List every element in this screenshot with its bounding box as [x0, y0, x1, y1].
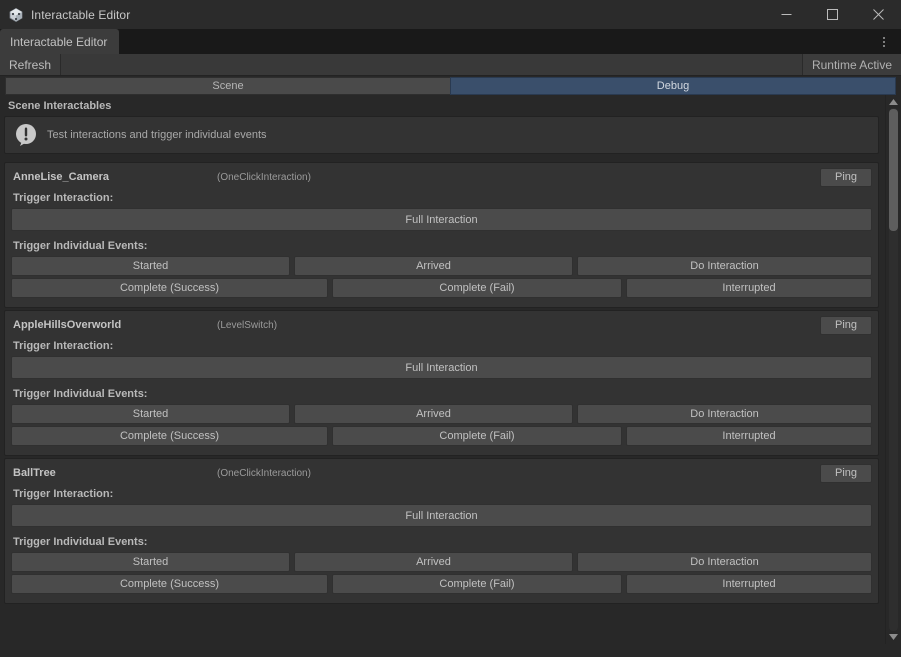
- event-button[interactable]: Do Interaction: [577, 552, 872, 572]
- ping-button[interactable]: Ping: [820, 463, 872, 483]
- refresh-label: Refresh: [9, 57, 52, 72]
- unity-cube-icon: [8, 7, 24, 23]
- interactable-type: (OneClickInteraction): [217, 171, 311, 183]
- trigger-interaction-label: Trigger Interaction:: [13, 340, 114, 352]
- interactable-type: (LevelSwitch): [217, 319, 278, 331]
- close-button[interactable]: [855, 0, 901, 29]
- minimize-button[interactable]: [763, 0, 809, 29]
- mode-toggle-group: Scene Debug: [0, 76, 901, 95]
- interactable-name: AppleHillsOverworld: [13, 319, 122, 331]
- interactable-header: BallTree (OneClickInteraction) Ping: [11, 463, 872, 483]
- trigger-individual-events-label: Trigger Individual Events:: [13, 240, 148, 252]
- event-button[interactable]: Do Interaction: [577, 256, 872, 276]
- status-label: Runtime Active: [811, 57, 892, 72]
- window-controls: [763, 0, 901, 29]
- vertical-scrollbar[interactable]: [885, 95, 901, 644]
- event-button[interactable]: Complete (Success): [11, 278, 328, 298]
- mode-tab-scene-label: Scene: [212, 80, 244, 92]
- full-interaction-button[interactable]: Full Interaction: [11, 208, 872, 231]
- window-titlebar: Interactable Editor: [0, 0, 901, 29]
- event-button[interactable]: Complete (Fail): [332, 426, 622, 446]
- interactable-name: BallTree: [13, 467, 56, 479]
- event-button[interactable]: Started: [11, 404, 290, 424]
- full-interaction-button[interactable]: Full Interaction: [11, 504, 872, 527]
- event-button[interactable]: Interrupted: [626, 426, 872, 446]
- info-bubble-icon: [13, 122, 39, 148]
- status-badge: Runtime Active: [801, 54, 901, 75]
- event-button[interactable]: Started: [11, 256, 290, 276]
- scrollbar-track[interactable]: [889, 108, 898, 631]
- event-button[interactable]: Started: [11, 552, 290, 572]
- full-interaction-button[interactable]: Full Interaction: [11, 356, 872, 379]
- trigger-interaction-label: Trigger Interaction:: [13, 488, 114, 500]
- page-title: Scene Interactables: [8, 100, 112, 112]
- maximize-button[interactable]: [809, 0, 855, 29]
- event-button[interactable]: Arrived: [294, 256, 573, 276]
- trigger-individual-events-label: Trigger Individual Events:: [13, 388, 148, 400]
- interactable-type: (OneClickInteraction): [217, 467, 311, 479]
- tab-interactable-editor[interactable]: Interactable Editor: [0, 29, 120, 54]
- event-button[interactable]: Complete (Success): [11, 574, 328, 594]
- interactable-card: AnneLise_Camera (OneClickInteraction) Ping…: [4, 162, 879, 308]
- scroll-down-arrow-icon[interactable]: [886, 631, 901, 643]
- interactable-card: AppleHillsOverworld (LevelSwitch) Ping Trig…: [4, 310, 879, 456]
- event-button[interactable]: Complete (Success): [11, 426, 328, 446]
- ping-button[interactable]: Ping: [820, 167, 872, 187]
- interactable-header: AnneLise_Camera (OneClickInteraction) Ping: [11, 167, 872, 187]
- trigger-individual-events-label: Trigger Individual Events:: [13, 536, 148, 548]
- interactable-card: BallTree (OneClickInteraction) Ping Trigger…: [4, 458, 879, 604]
- event-button-row: Complete (Success) Complete (Fail) Interru…: [11, 278, 872, 298]
- help-box: Test interactions and trigger individual…: [4, 116, 879, 154]
- event-button-row: Complete (Success) Complete (Fail) Interru…: [11, 426, 872, 446]
- event-button[interactable]: Complete (Fail): [332, 574, 622, 594]
- editor-toolbar: Refresh Runtime Active: [0, 54, 901, 76]
- mode-tab-debug[interactable]: Debug: [450, 77, 896, 95]
- window-title: Interactable Editor: [31, 7, 131, 22]
- event-button[interactable]: Arrived: [294, 404, 573, 424]
- tab-label: Interactable Editor: [10, 34, 108, 49]
- event-button-row: Complete (Success) Complete (Fail) Interru…: [11, 574, 872, 594]
- editor-tabstrip: Interactable Editor: [0, 29, 901, 54]
- mode-tab-scene[interactable]: Scene: [5, 77, 450, 95]
- event-button[interactable]: Do Interaction: [577, 404, 872, 424]
- event-button-row: Started Arrived Do Interaction: [11, 256, 872, 276]
- mode-tab-debug-label: Debug: [656, 80, 690, 92]
- interactable-header: AppleHillsOverworld (LevelSwitch) Ping: [11, 315, 872, 335]
- ping-button[interactable]: Ping: [820, 315, 872, 335]
- interactable-name: AnneLise_Camera: [13, 171, 109, 183]
- scene-interactables-panel: Scene Interactables Test interactions an…: [0, 95, 885, 644]
- kebab-menu-icon[interactable]: [873, 29, 901, 54]
- scrollbar-thumb[interactable]: [889, 109, 898, 231]
- scroll-up-arrow-icon[interactable]: [886, 96, 901, 108]
- event-button[interactable]: Interrupted: [626, 278, 872, 298]
- help-box-text: Test interactions and trigger individual…: [47, 129, 267, 141]
- event-button[interactable]: Complete (Fail): [332, 278, 622, 298]
- content-region: Scene Interactables Test interactions an…: [0, 95, 901, 644]
- event-button-row: Started Arrived Do Interaction: [11, 404, 872, 424]
- trigger-interaction-label: Trigger Interaction:: [13, 192, 114, 204]
- event-button[interactable]: Arrived: [294, 552, 573, 572]
- toolbar-spacer: [61, 54, 802, 75]
- event-button-row: Started Arrived Do Interaction: [11, 552, 872, 572]
- event-button[interactable]: Interrupted: [626, 574, 872, 594]
- refresh-button[interactable]: Refresh: [0, 54, 62, 75]
- interactables-list: AnneLise_Camera (OneClickInteraction) Ping…: [4, 162, 879, 604]
